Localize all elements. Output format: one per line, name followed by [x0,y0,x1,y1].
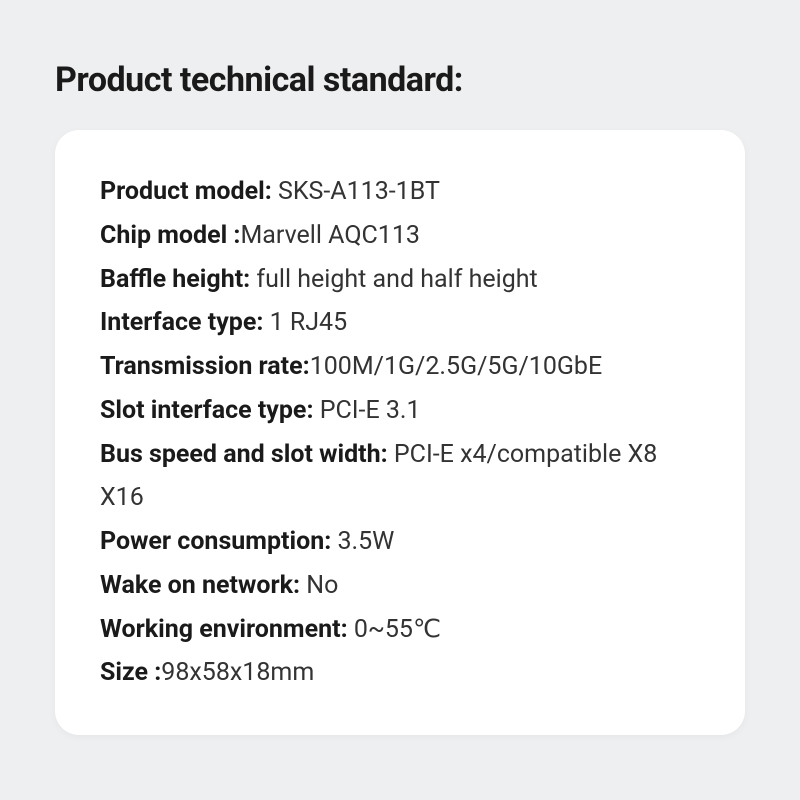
spec-label: Working environment: [100,615,354,644]
spec-label: Bus speed and slot width: [100,440,394,469]
page-title: Product technical standard: [55,60,745,100]
spec-value: 3.5W [337,527,394,556]
spec-label: Interface type: [100,308,270,337]
spec-value: 1 RJ45 [270,308,348,337]
spec-list: Product model: SKS-A113-1BT Chip model :… [100,170,700,695]
spec-label: Power consumption: [100,527,337,556]
spec-value: SKS-A113-1BT [278,177,440,206]
spec-value: PCI-E 3.1 [320,396,421,425]
spec-value: 0~55℃ [354,615,441,644]
spec-label: Product model: [100,177,278,206]
spec-value: 98x58x18mm [161,658,314,687]
spec-label: Baffle height: [100,265,256,294]
spec-value: full height and half height [256,265,537,294]
spec-value: No [306,571,338,600]
spec-label: Transmission rate: [100,352,310,381]
spec-value: 100M/1G/2.5G/5G/10GbE [310,352,603,381]
spec-label: Chip model : [100,221,240,250]
spec-label: Slot interface type: [100,396,320,425]
spec-label: Wake on network: [100,571,306,600]
spec-value: Marvell AQC113 [240,221,419,250]
spec-card: Product model: SKS-A113-1BT Chip model :… [55,130,745,735]
spec-label: Size : [100,658,161,687]
